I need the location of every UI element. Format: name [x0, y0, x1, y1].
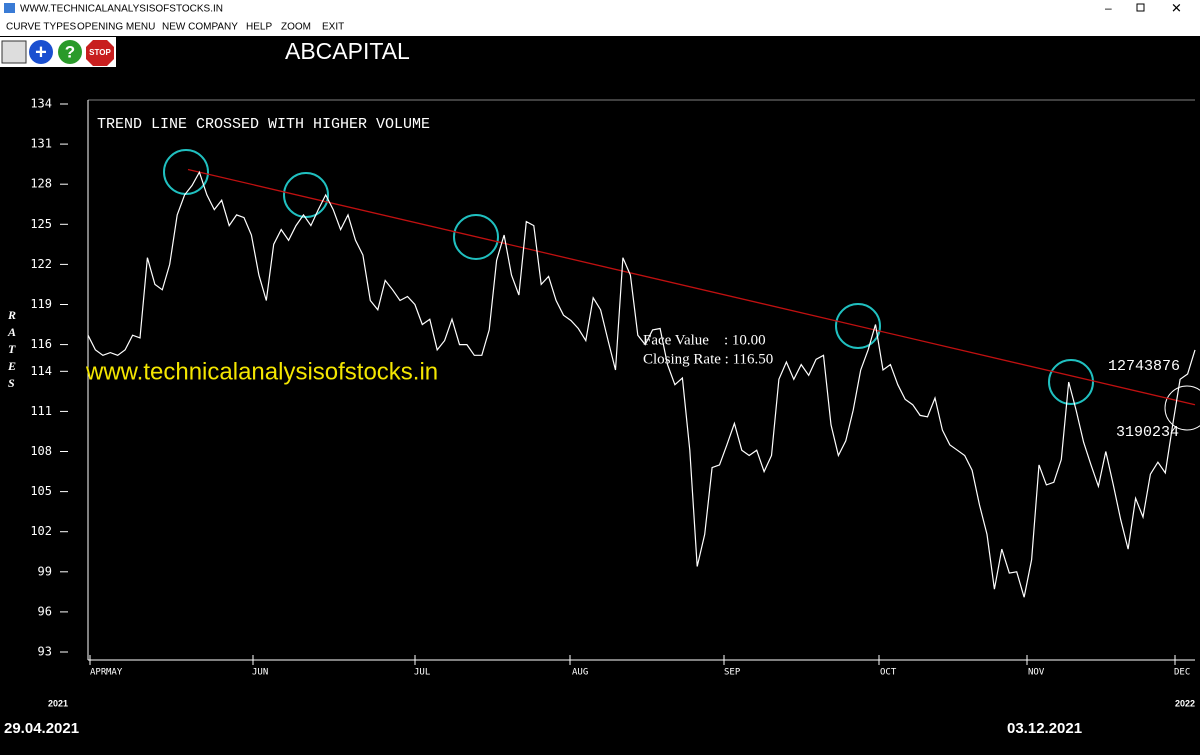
end-date: 03.12.2021 [1007, 720, 1082, 737]
menu-item[interactable]: NEW COMPANY [162, 22, 238, 33]
y-tick-label: 125 [30, 217, 52, 231]
x-tick-label: NOV [1028, 668, 1045, 678]
y-tick-label: 108 [30, 444, 52, 458]
y-label-letter: T [8, 342, 16, 356]
menu-item[interactable]: CURVE TYPES [6, 22, 77, 33]
menu-item[interactable]: HELP [246, 22, 272, 33]
stop-button[interactable] [86, 40, 114, 66]
help-button[interactable] [58, 40, 82, 64]
add-icon: + [35, 41, 47, 63]
y-tick-label: 114 [30, 364, 52, 378]
y-tick-label: 116 [30, 337, 52, 351]
chart-title: ABCAPITAL [285, 38, 410, 64]
y-tick-label: 111 [30, 404, 52, 418]
stop-icon: STOP [89, 48, 111, 57]
window-title: WWW.TECHNICALANALYSISOFSTOCKS.IN [20, 4, 223, 15]
highlight-circle [1048, 359, 1094, 405]
close-button[interactable]: ✕ [1171, 0, 1182, 15]
highlight-circle [835, 303, 881, 349]
y-tick-label: 131 [30, 137, 52, 151]
trend-line [187, 168, 1196, 406]
x-tick-label: SEP [724, 668, 741, 678]
y-tick-label: 99 [38, 564, 52, 578]
highlight-circle [283, 172, 329, 218]
y-label-letter: R [7, 308, 16, 322]
menu-item[interactable]: EXIT [322, 22, 344, 33]
y-tick-label: 102 [30, 524, 52, 538]
highlight-circle [453, 214, 499, 260]
y-label-letter: S [8, 376, 15, 390]
x-tick-label: JUL [414, 668, 430, 678]
x-tick-label: MAY [106, 668, 123, 678]
y-tick-label: 105 [30, 484, 52, 498]
face-value: Face Value : 10.00 [643, 332, 766, 348]
book-button[interactable] [1, 40, 27, 64]
y-tick-label: 119 [30, 297, 52, 311]
y-label-letter: E [7, 359, 16, 373]
y-tick-label: 134 [30, 97, 52, 111]
app-icon [4, 3, 15, 13]
title-menu-bar [0, 0, 1200, 36]
minimize-button[interactable]: – [1105, 1, 1112, 15]
x-tick-label: APR [90, 668, 107, 678]
y-tick-label: 128 [30, 177, 52, 191]
menu-item[interactable]: ZOOM [281, 22, 311, 33]
x-tick-label: OCT [880, 668, 897, 678]
x-tick-label: AUG [572, 668, 588, 678]
annotation: TREND LINE CROSSED WITH HIGHER VOLUME [97, 116, 430, 133]
x-tick-label: JUN [252, 668, 268, 678]
help-icon: ? [65, 42, 75, 61]
year-end: 2022 [1175, 698, 1195, 708]
start-date: 29.04.2021 [4, 720, 79, 737]
y-tick-label: 93 [38, 645, 52, 659]
y-tick-label: 122 [30, 257, 52, 271]
price-line [87, 170, 1196, 598]
menu-item[interactable]: OPENING MENU [77, 22, 155, 33]
x-tick-label: DEC [1174, 668, 1190, 678]
watermark: www.technicalanalysisofstocks.in [85, 358, 438, 385]
volume-label: 3190234 [1116, 424, 1179, 441]
year-start: 2021 [48, 698, 68, 708]
add-button[interactable] [29, 40, 53, 64]
highlight-circle [1164, 385, 1200, 431]
y-tick-label: 96 [38, 604, 52, 618]
y-label-letter: A [7, 325, 16, 339]
volume-label: 12743876 [1108, 358, 1180, 375]
closing-rate: Closing Rate : 116.50 [643, 351, 773, 367]
restore-button[interactable] [1136, 3, 1145, 12]
